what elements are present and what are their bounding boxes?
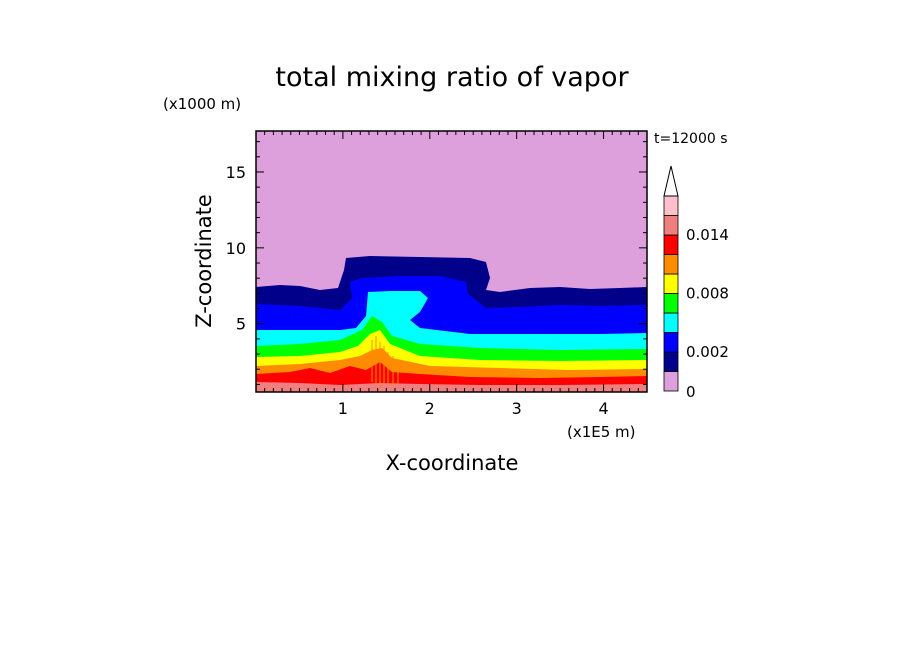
contour-field bbox=[256, 131, 647, 392]
colorbar-tick-label: 0.008 bbox=[686, 285, 729, 303]
colorbar-tick-label: 0 bbox=[686, 383, 696, 401]
colorbar-swatch bbox=[663, 371, 679, 392]
colorbar-swatch bbox=[663, 195, 679, 216]
y-tick-label: 15 bbox=[226, 163, 246, 182]
salmon-band bbox=[256, 382, 647, 392]
colorbar: 0.014 0.008 0.002 0 bbox=[663, 165, 729, 401]
updraft-noise bbox=[371, 336, 399, 386]
colorbar-extend-arrow bbox=[663, 165, 679, 197]
y-tick-label: 10 bbox=[226, 239, 246, 258]
colorbar-swatch bbox=[663, 215, 679, 236]
x-axis-label: X-coordinate bbox=[386, 451, 519, 475]
colorbar-tick-label: 0.014 bbox=[686, 226, 729, 244]
axes: 1 2 3 4 5 10 15 bbox=[226, 131, 647, 418]
colorbar-swatch bbox=[663, 273, 679, 294]
colorbar-swatch bbox=[663, 351, 679, 372]
colorbar-swatch bbox=[663, 312, 679, 333]
colorbar-swatch bbox=[663, 332, 679, 353]
colorbar-swatch bbox=[663, 234, 679, 255]
x-tick-label: 2 bbox=[425, 399, 435, 418]
colorbar-swatch bbox=[663, 293, 679, 314]
chart-title: total mixing ratio of vapor bbox=[275, 62, 629, 93]
y-axis-label: Z-coordinate bbox=[192, 194, 216, 328]
x-tick-label: 3 bbox=[512, 399, 522, 418]
x-unit-label: (x1E5 m) bbox=[567, 423, 636, 441]
colorbar-tick-label: 0.002 bbox=[686, 343, 729, 361]
y-unit-label: (x1000 m) bbox=[163, 95, 241, 113]
y-tick-label: 5 bbox=[236, 315, 246, 334]
x-tick-label: 4 bbox=[598, 399, 608, 418]
x-tick-label: 1 bbox=[338, 399, 348, 418]
plot-frame bbox=[255, 130, 648, 393]
colorbar-swatch bbox=[663, 254, 679, 275]
time-label: t=12000 s bbox=[654, 131, 728, 147]
